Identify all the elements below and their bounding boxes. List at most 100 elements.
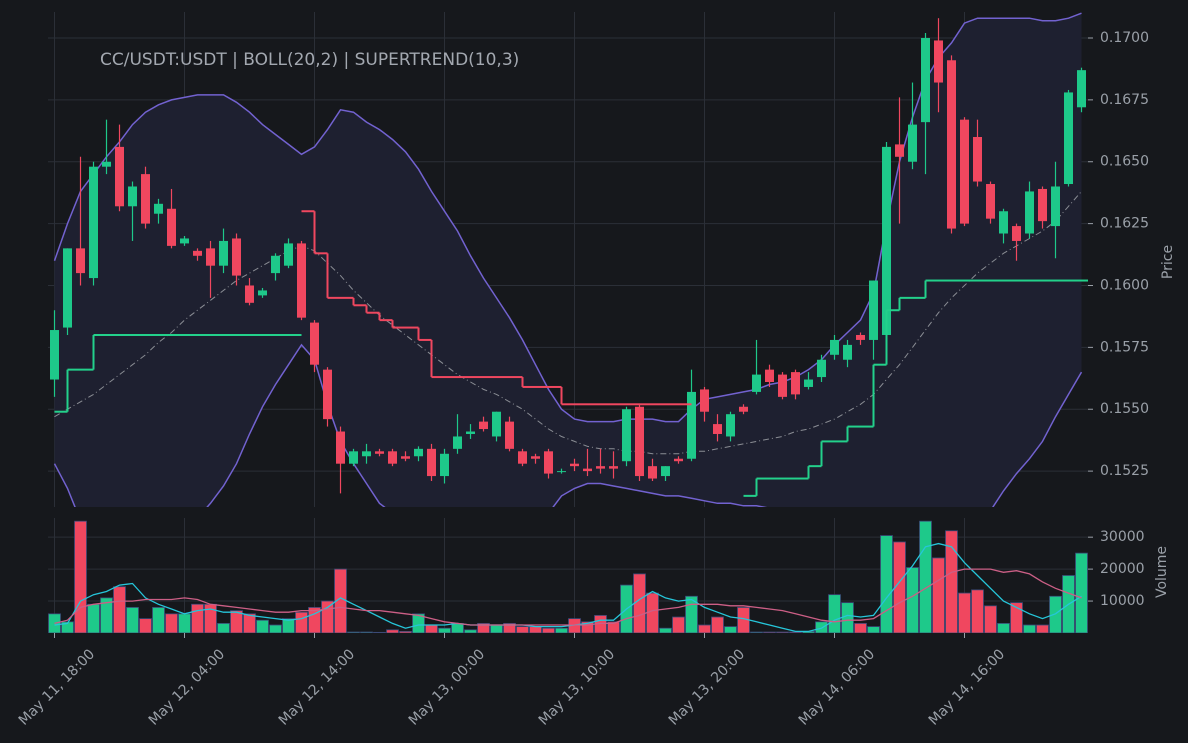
candle-body bbox=[401, 456, 410, 459]
candle-body bbox=[115, 146, 124, 207]
volume-bar bbox=[48, 613, 61, 633]
candle-body bbox=[466, 431, 475, 434]
volume-bar bbox=[542, 627, 555, 633]
x-tick-label: May 13, 10:00 bbox=[536, 646, 618, 728]
candle-body bbox=[219, 240, 228, 266]
volume-bar bbox=[932, 557, 945, 633]
candle-body bbox=[76, 248, 85, 274]
y-tick-label: 0.1575 bbox=[1100, 339, 1149, 355]
volume-bar bbox=[230, 610, 243, 633]
y-tick-label: 0.1650 bbox=[1100, 154, 1149, 170]
volume-bar bbox=[763, 631, 776, 633]
candle-body bbox=[89, 166, 98, 279]
candle-body bbox=[323, 369, 332, 420]
y-axis-label: Volume bbox=[1154, 546, 1170, 598]
volume-bar bbox=[971, 589, 984, 633]
volume-ma-line bbox=[54, 542, 1082, 633]
volume-bar bbox=[607, 621, 620, 633]
candle-body bbox=[869, 280, 878, 340]
volume-bar bbox=[477, 623, 490, 633]
volume-bar bbox=[1010, 602, 1023, 633]
candle-body bbox=[167, 208, 176, 246]
x-tick-label: May 14, 16:00 bbox=[926, 646, 1008, 728]
volume-bar bbox=[191, 603, 204, 633]
volume-bar bbox=[880, 535, 893, 633]
candle-body bbox=[258, 290, 267, 296]
volume-bar bbox=[490, 624, 503, 633]
y-tick-label: 0.1600 bbox=[1100, 277, 1149, 293]
bollinger-lower bbox=[53, 343, 1083, 507]
volume-bar bbox=[295, 611, 308, 633]
volume-ma-line bbox=[54, 568, 1082, 626]
bollinger-middle bbox=[54, 191, 1082, 455]
volume-bar bbox=[750, 631, 763, 633]
candle-body bbox=[596, 466, 605, 469]
volume-bar bbox=[789, 631, 802, 633]
candle-body bbox=[921, 37, 930, 123]
candle-body bbox=[50, 330, 59, 380]
candle-body bbox=[440, 453, 449, 477]
y-tick-label: 10000 bbox=[1100, 593, 1145, 609]
volume-bar bbox=[139, 618, 152, 633]
volume-bar bbox=[581, 621, 594, 633]
volume-bar bbox=[113, 586, 126, 633]
candle-body bbox=[1012, 226, 1021, 241]
candle-body bbox=[947, 60, 956, 229]
chart-title: CC/USDT:USDT | BOLL(20,2) | SUPERTREND(1… bbox=[100, 50, 519, 70]
candle-body bbox=[1064, 92, 1073, 185]
volume-bar bbox=[1049, 595, 1062, 633]
volume-bar bbox=[269, 624, 282, 633]
volume-bar bbox=[178, 613, 191, 633]
candle-body bbox=[492, 411, 501, 437]
volume-bar bbox=[61, 621, 74, 633]
band-fill bbox=[54, 13, 1082, 507]
candle-body bbox=[479, 421, 488, 430]
candle-body bbox=[297, 243, 306, 318]
candle-body bbox=[349, 451, 358, 464]
x-tick-label: May 13, 00:00 bbox=[406, 646, 488, 728]
candle-body bbox=[1051, 186, 1060, 227]
y-tick-label: 0.1525 bbox=[1100, 463, 1149, 479]
volume-bar bbox=[516, 626, 529, 633]
candle-body bbox=[999, 211, 1008, 234]
candle-body bbox=[765, 369, 774, 383]
candle-body bbox=[427, 448, 436, 477]
volume-bar bbox=[503, 623, 516, 633]
volume-bar bbox=[126, 607, 139, 633]
candle-body bbox=[817, 359, 826, 378]
candle-body bbox=[934, 40, 943, 83]
volume-bar bbox=[776, 631, 789, 633]
candle-body bbox=[206, 248, 215, 266]
candle-body bbox=[414, 448, 423, 457]
x-tick-label: May 11, 18:00 bbox=[16, 646, 98, 728]
candle-body bbox=[960, 119, 969, 224]
volume-bar bbox=[282, 618, 295, 633]
volume-bar bbox=[711, 616, 724, 633]
candle-body bbox=[778, 374, 787, 397]
volume-bar bbox=[360, 631, 373, 633]
volume-bar bbox=[425, 624, 438, 633]
y-tick-label: 0.1550 bbox=[1100, 401, 1149, 417]
y-tick-label: 0.1675 bbox=[1100, 92, 1149, 108]
volume-bar bbox=[217, 623, 230, 633]
y-axis-label: Price bbox=[1160, 245, 1176, 279]
candle-body bbox=[544, 451, 553, 474]
candle-body bbox=[882, 146, 891, 335]
candle-body bbox=[726, 414, 735, 437]
candle-body bbox=[375, 451, 384, 454]
volume-bar bbox=[529, 626, 542, 633]
candle-body bbox=[700, 389, 709, 412]
volume-bar bbox=[1075, 552, 1088, 633]
candle-body bbox=[609, 466, 618, 469]
candle-body bbox=[622, 409, 631, 462]
volume-bar bbox=[308, 607, 321, 633]
price-panel bbox=[50, 12, 1088, 507]
candle-body bbox=[804, 379, 813, 387]
candle-body bbox=[193, 250, 202, 256]
candle-body bbox=[908, 124, 917, 162]
candle-body bbox=[505, 421, 514, 449]
x-tick-label: May 12, 04:00 bbox=[146, 646, 228, 728]
x-tick-label: May 14, 06:00 bbox=[796, 646, 878, 728]
candle-body bbox=[583, 468, 592, 472]
